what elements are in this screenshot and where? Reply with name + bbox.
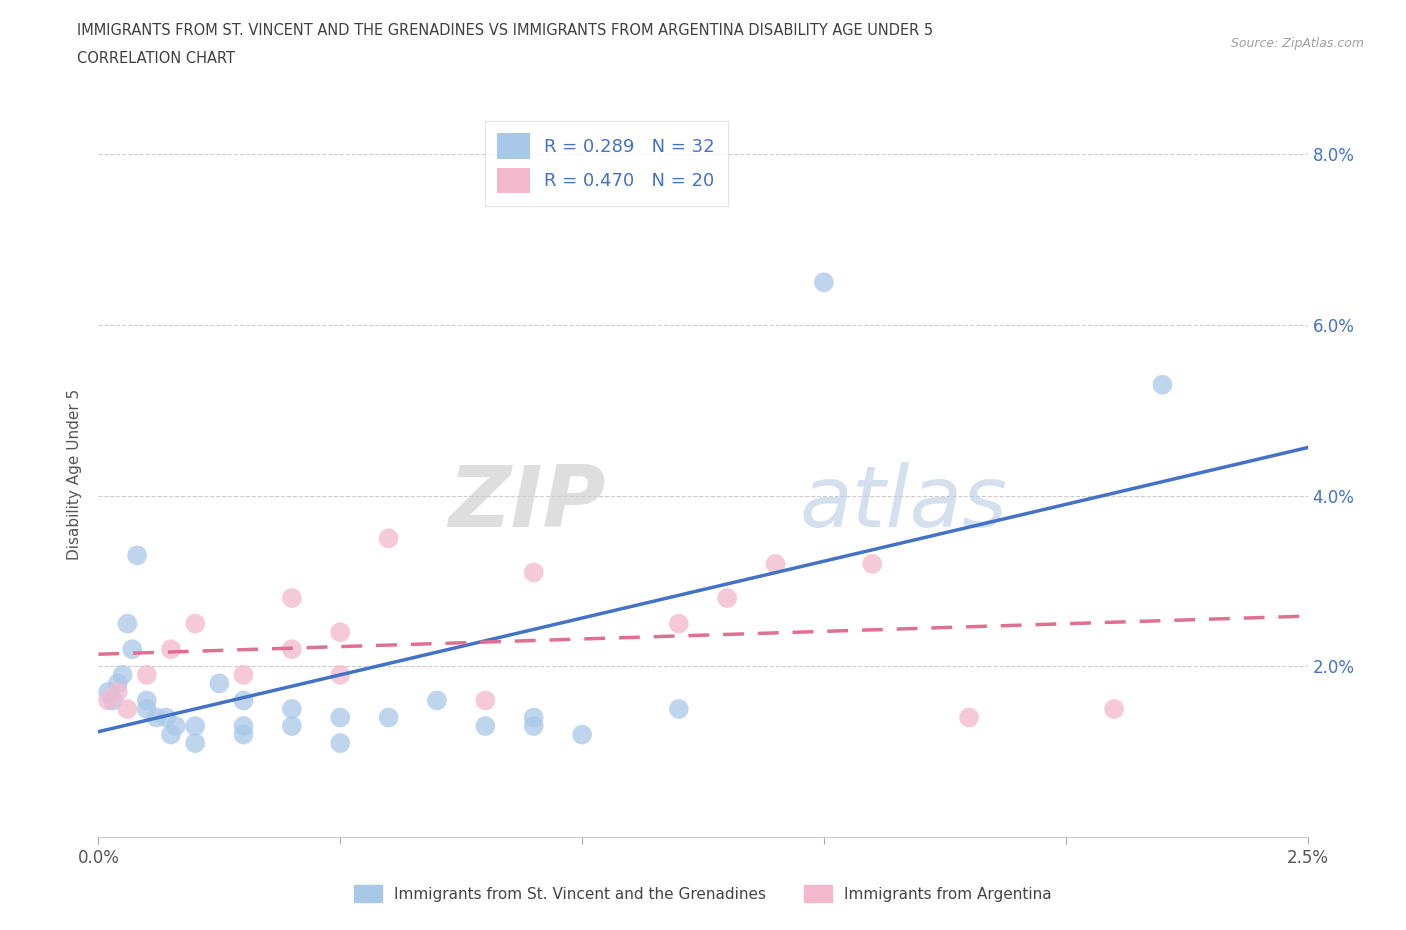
Point	[121, 642, 143, 657]
Point	[523, 565, 546, 580]
Point	[160, 727, 183, 742]
Point	[474, 719, 496, 734]
Point	[135, 701, 157, 716]
Legend: R = 0.289   N = 32, R = 0.470   N = 20: R = 0.289 N = 32, R = 0.470 N = 20	[485, 121, 728, 206]
Point	[184, 736, 207, 751]
Point	[107, 684, 129, 699]
Point	[474, 693, 496, 708]
Point	[232, 719, 254, 734]
Text: ZIP: ZIP	[449, 462, 606, 545]
Point	[184, 617, 207, 631]
Point	[1102, 701, 1125, 716]
Point	[135, 668, 157, 683]
Point	[135, 693, 157, 708]
Point	[523, 719, 546, 734]
Point	[377, 711, 399, 725]
Point	[668, 701, 690, 716]
Point	[765, 556, 787, 571]
Point	[716, 591, 738, 605]
Point	[860, 556, 883, 571]
Point	[329, 736, 352, 751]
Point	[281, 701, 304, 716]
Point	[281, 642, 304, 657]
Point	[107, 676, 129, 691]
Text: atlas: atlas	[800, 462, 1008, 545]
Point	[97, 693, 120, 708]
Point	[523, 711, 546, 725]
Point	[160, 642, 183, 657]
Point	[281, 719, 304, 734]
Point	[377, 531, 399, 546]
Point	[97, 684, 120, 699]
Point	[957, 711, 980, 725]
Point	[117, 617, 139, 631]
Legend: Immigrants from St. Vincent and the Grenadines, Immigrants from Argentina: Immigrants from St. Vincent and the Gren…	[349, 879, 1057, 909]
Text: Source: ZipAtlas.com: Source: ZipAtlas.com	[1230, 37, 1364, 50]
Point	[232, 668, 254, 683]
Point	[165, 719, 187, 734]
Text: CORRELATION CHART: CORRELATION CHART	[77, 51, 235, 66]
Point	[111, 668, 134, 683]
Point	[208, 676, 231, 691]
Point	[145, 711, 167, 725]
Point	[117, 701, 139, 716]
Point	[155, 711, 177, 725]
Point	[329, 625, 352, 640]
Y-axis label: Disability Age Under 5: Disability Age Under 5	[67, 389, 83, 560]
Point	[127, 548, 149, 563]
Text: IMMIGRANTS FROM ST. VINCENT AND THE GRENADINES VS IMMIGRANTS FROM ARGENTINA DISA: IMMIGRANTS FROM ST. VINCENT AND THE GREN…	[77, 23, 934, 38]
Point	[232, 727, 254, 742]
Point	[668, 617, 690, 631]
Point	[184, 719, 207, 734]
Point	[571, 727, 593, 742]
Point	[1152, 378, 1174, 392]
Point	[232, 693, 254, 708]
Point	[813, 275, 835, 290]
Point	[329, 711, 352, 725]
Point	[101, 693, 124, 708]
Point	[329, 668, 352, 683]
Point	[426, 693, 449, 708]
Point	[281, 591, 304, 605]
